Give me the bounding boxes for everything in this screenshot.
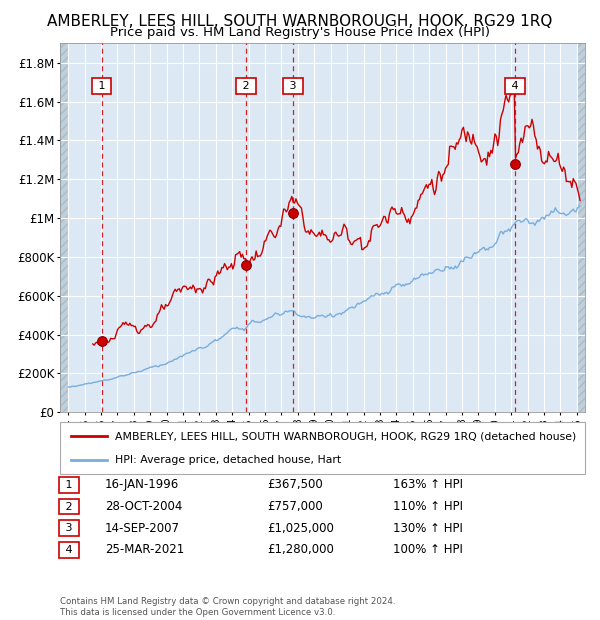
Text: AMBERLEY, LEES HILL, SOUTH WARNBOROUGH, HOOK, RG29 1RQ: AMBERLEY, LEES HILL, SOUTH WARNBOROUGH, …: [47, 14, 553, 29]
Bar: [60, 43, 68, 412]
Text: 4: 4: [508, 81, 522, 91]
Text: AMBERLEY, LEES HILL, SOUTH WARNBOROUGH, HOOK, RG29 1RQ (detached house): AMBERLEY, LEES HILL, SOUTH WARNBOROUGH, …: [115, 432, 577, 441]
Text: 130% ↑ HPI: 130% ↑ HPI: [393, 522, 463, 534]
Text: 2: 2: [62, 502, 76, 512]
Text: 100% ↑ HPI: 100% ↑ HPI: [393, 544, 463, 556]
Text: 25-MAR-2021: 25-MAR-2021: [105, 544, 184, 556]
Text: 1: 1: [95, 81, 109, 91]
Text: 14-SEP-2007: 14-SEP-2007: [105, 522, 180, 534]
Text: 3: 3: [62, 523, 76, 533]
Text: £757,000: £757,000: [267, 500, 323, 513]
Text: HPI: Average price, detached house, Hart: HPI: Average price, detached house, Hart: [115, 454, 341, 464]
Text: 2: 2: [239, 81, 253, 91]
Bar: [577, 43, 585, 412]
Text: £367,500: £367,500: [267, 479, 323, 491]
Text: 3: 3: [286, 81, 300, 91]
Text: 1: 1: [62, 480, 76, 490]
Text: 163% ↑ HPI: 163% ↑ HPI: [393, 479, 463, 491]
Bar: [60, 43, 68, 412]
Text: 4: 4: [62, 545, 76, 555]
Text: £1,025,000: £1,025,000: [267, 522, 334, 534]
FancyBboxPatch shape: [60, 422, 585, 474]
Text: Price paid vs. HM Land Registry's House Price Index (HPI): Price paid vs. HM Land Registry's House …: [110, 26, 490, 39]
Text: Contains HM Land Registry data © Crown copyright and database right 2024.
This d: Contains HM Land Registry data © Crown c…: [60, 598, 395, 617]
Text: 28-OCT-2004: 28-OCT-2004: [105, 500, 182, 513]
Bar: [577, 43, 585, 412]
Text: £1,280,000: £1,280,000: [267, 544, 334, 556]
Text: 16-JAN-1996: 16-JAN-1996: [105, 479, 179, 491]
Text: 110% ↑ HPI: 110% ↑ HPI: [393, 500, 463, 513]
